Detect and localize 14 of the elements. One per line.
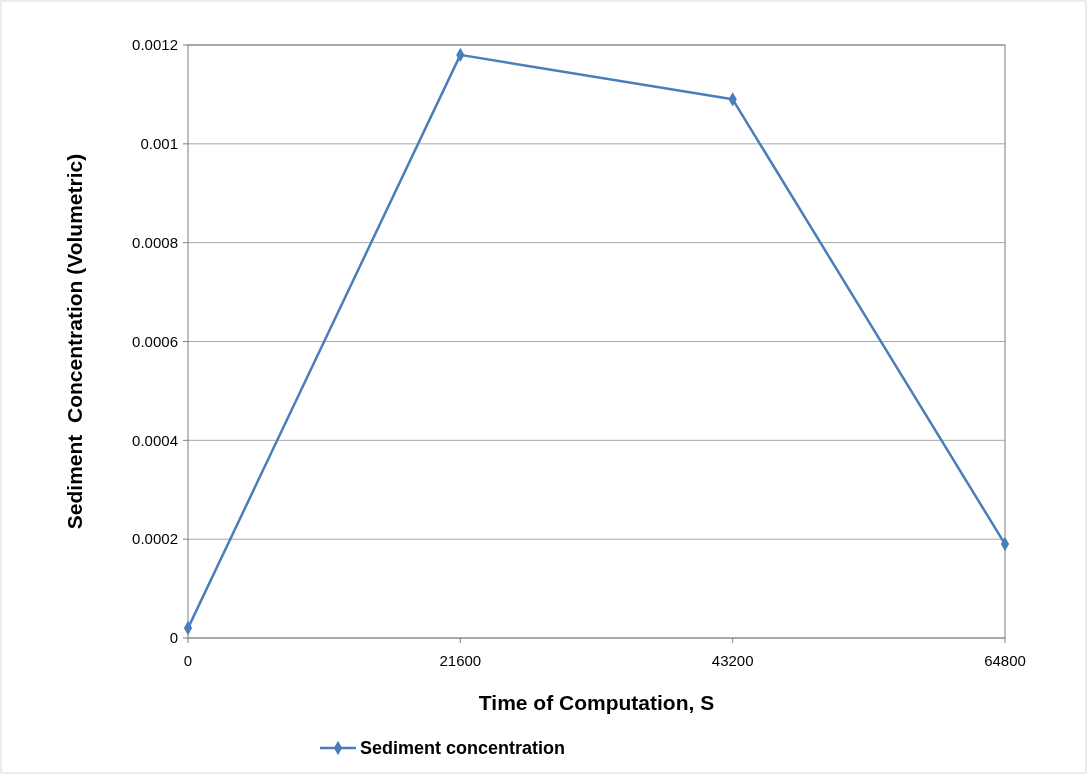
y-tick-label: 0.001 <box>140 135 178 153</box>
y-axis-title: Sediment Concentration (Volumetric) <box>63 153 86 530</box>
y-tick-label: 0.0004 <box>132 431 178 449</box>
x-axis-title: Time of Computation, S <box>478 691 715 714</box>
x-tick-label: 64800 <box>984 652 1026 669</box>
y-tick-label: 0.0008 <box>132 233 178 251</box>
y-tick-label: 0.0012 <box>132 36 178 54</box>
y-tick-label: 0.0006 <box>132 332 178 350</box>
legend-label: Sediment concentration <box>360 738 566 759</box>
y-tick-label: 0 <box>169 629 178 647</box>
x-tick-label: 43200 <box>711 652 754 669</box>
x-tick-label: 0 <box>183 652 193 669</box>
y-tick-label: 0.0002 <box>132 530 178 548</box>
x-tick-label: 21600 <box>439 652 482 669</box>
